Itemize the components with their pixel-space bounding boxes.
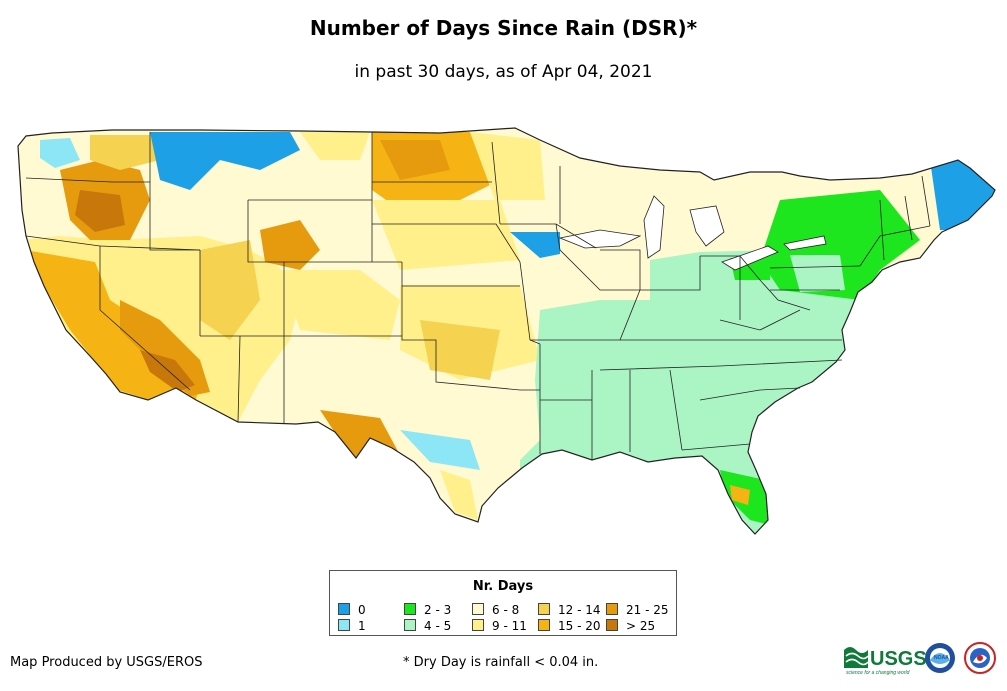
- legend-item-9: > 25: [606, 619, 655, 632]
- legend-swatch: [404, 619, 416, 631]
- legend-item-2: 2 - 3: [404, 603, 451, 616]
- map-legend: Nr. Days 0 1 2 - 3 4 - 5 6 - 8 9 - 11 12…: [329, 570, 677, 636]
- agency-logos: USGS science for a changing world NOAA: [844, 642, 996, 676]
- legend-item-3: 4 - 5: [404, 619, 451, 632]
- legend-swatch: [472, 603, 484, 615]
- page-subtitle: in past 30 days, as of Apr 04, 2021: [354, 62, 653, 82]
- legend-item-5: 9 - 11: [472, 619, 527, 632]
- nws-logo: [964, 642, 996, 674]
- legend-item-4: 6 - 8: [472, 603, 519, 616]
- map-credit: Map Produced by USGS/EROS: [10, 655, 203, 670]
- page-title: Number of Days Since Rain (DSR)*: [309, 16, 698, 40]
- legend-swatch: [472, 619, 484, 631]
- legend-swatch: [538, 603, 550, 615]
- svg-text:USGS: USGS: [870, 648, 927, 670]
- usgs-logo: USGS science for a changing world: [844, 647, 927, 676]
- svg-text:science for a changing world: science for a changing world: [846, 670, 910, 676]
- legend-swatch: [404, 603, 416, 615]
- legend-swatch: [538, 619, 550, 631]
- legend-item-8: 21 - 25: [606, 603, 669, 616]
- legend-swatch: [338, 603, 350, 615]
- dry-day-footnote: * Dry Day is rainfall < 0.04 in.: [403, 655, 599, 670]
- legend-item-7: 15 - 20: [538, 619, 601, 632]
- conus-dsr-map: [17, 127, 996, 535]
- legend-item-1: 1: [338, 619, 366, 632]
- legend-swatch: [606, 619, 618, 631]
- legend-title: Nr. Days: [472, 579, 534, 594]
- svg-text:NOAA: NOAA: [934, 655, 949, 661]
- legend-item-0: 0: [338, 603, 366, 616]
- noaa-logo: NOAA: [925, 643, 955, 673]
- legend-item-6: 12 - 14: [538, 603, 601, 616]
- legend-swatch: [606, 603, 618, 615]
- legend-swatch: [338, 619, 350, 631]
